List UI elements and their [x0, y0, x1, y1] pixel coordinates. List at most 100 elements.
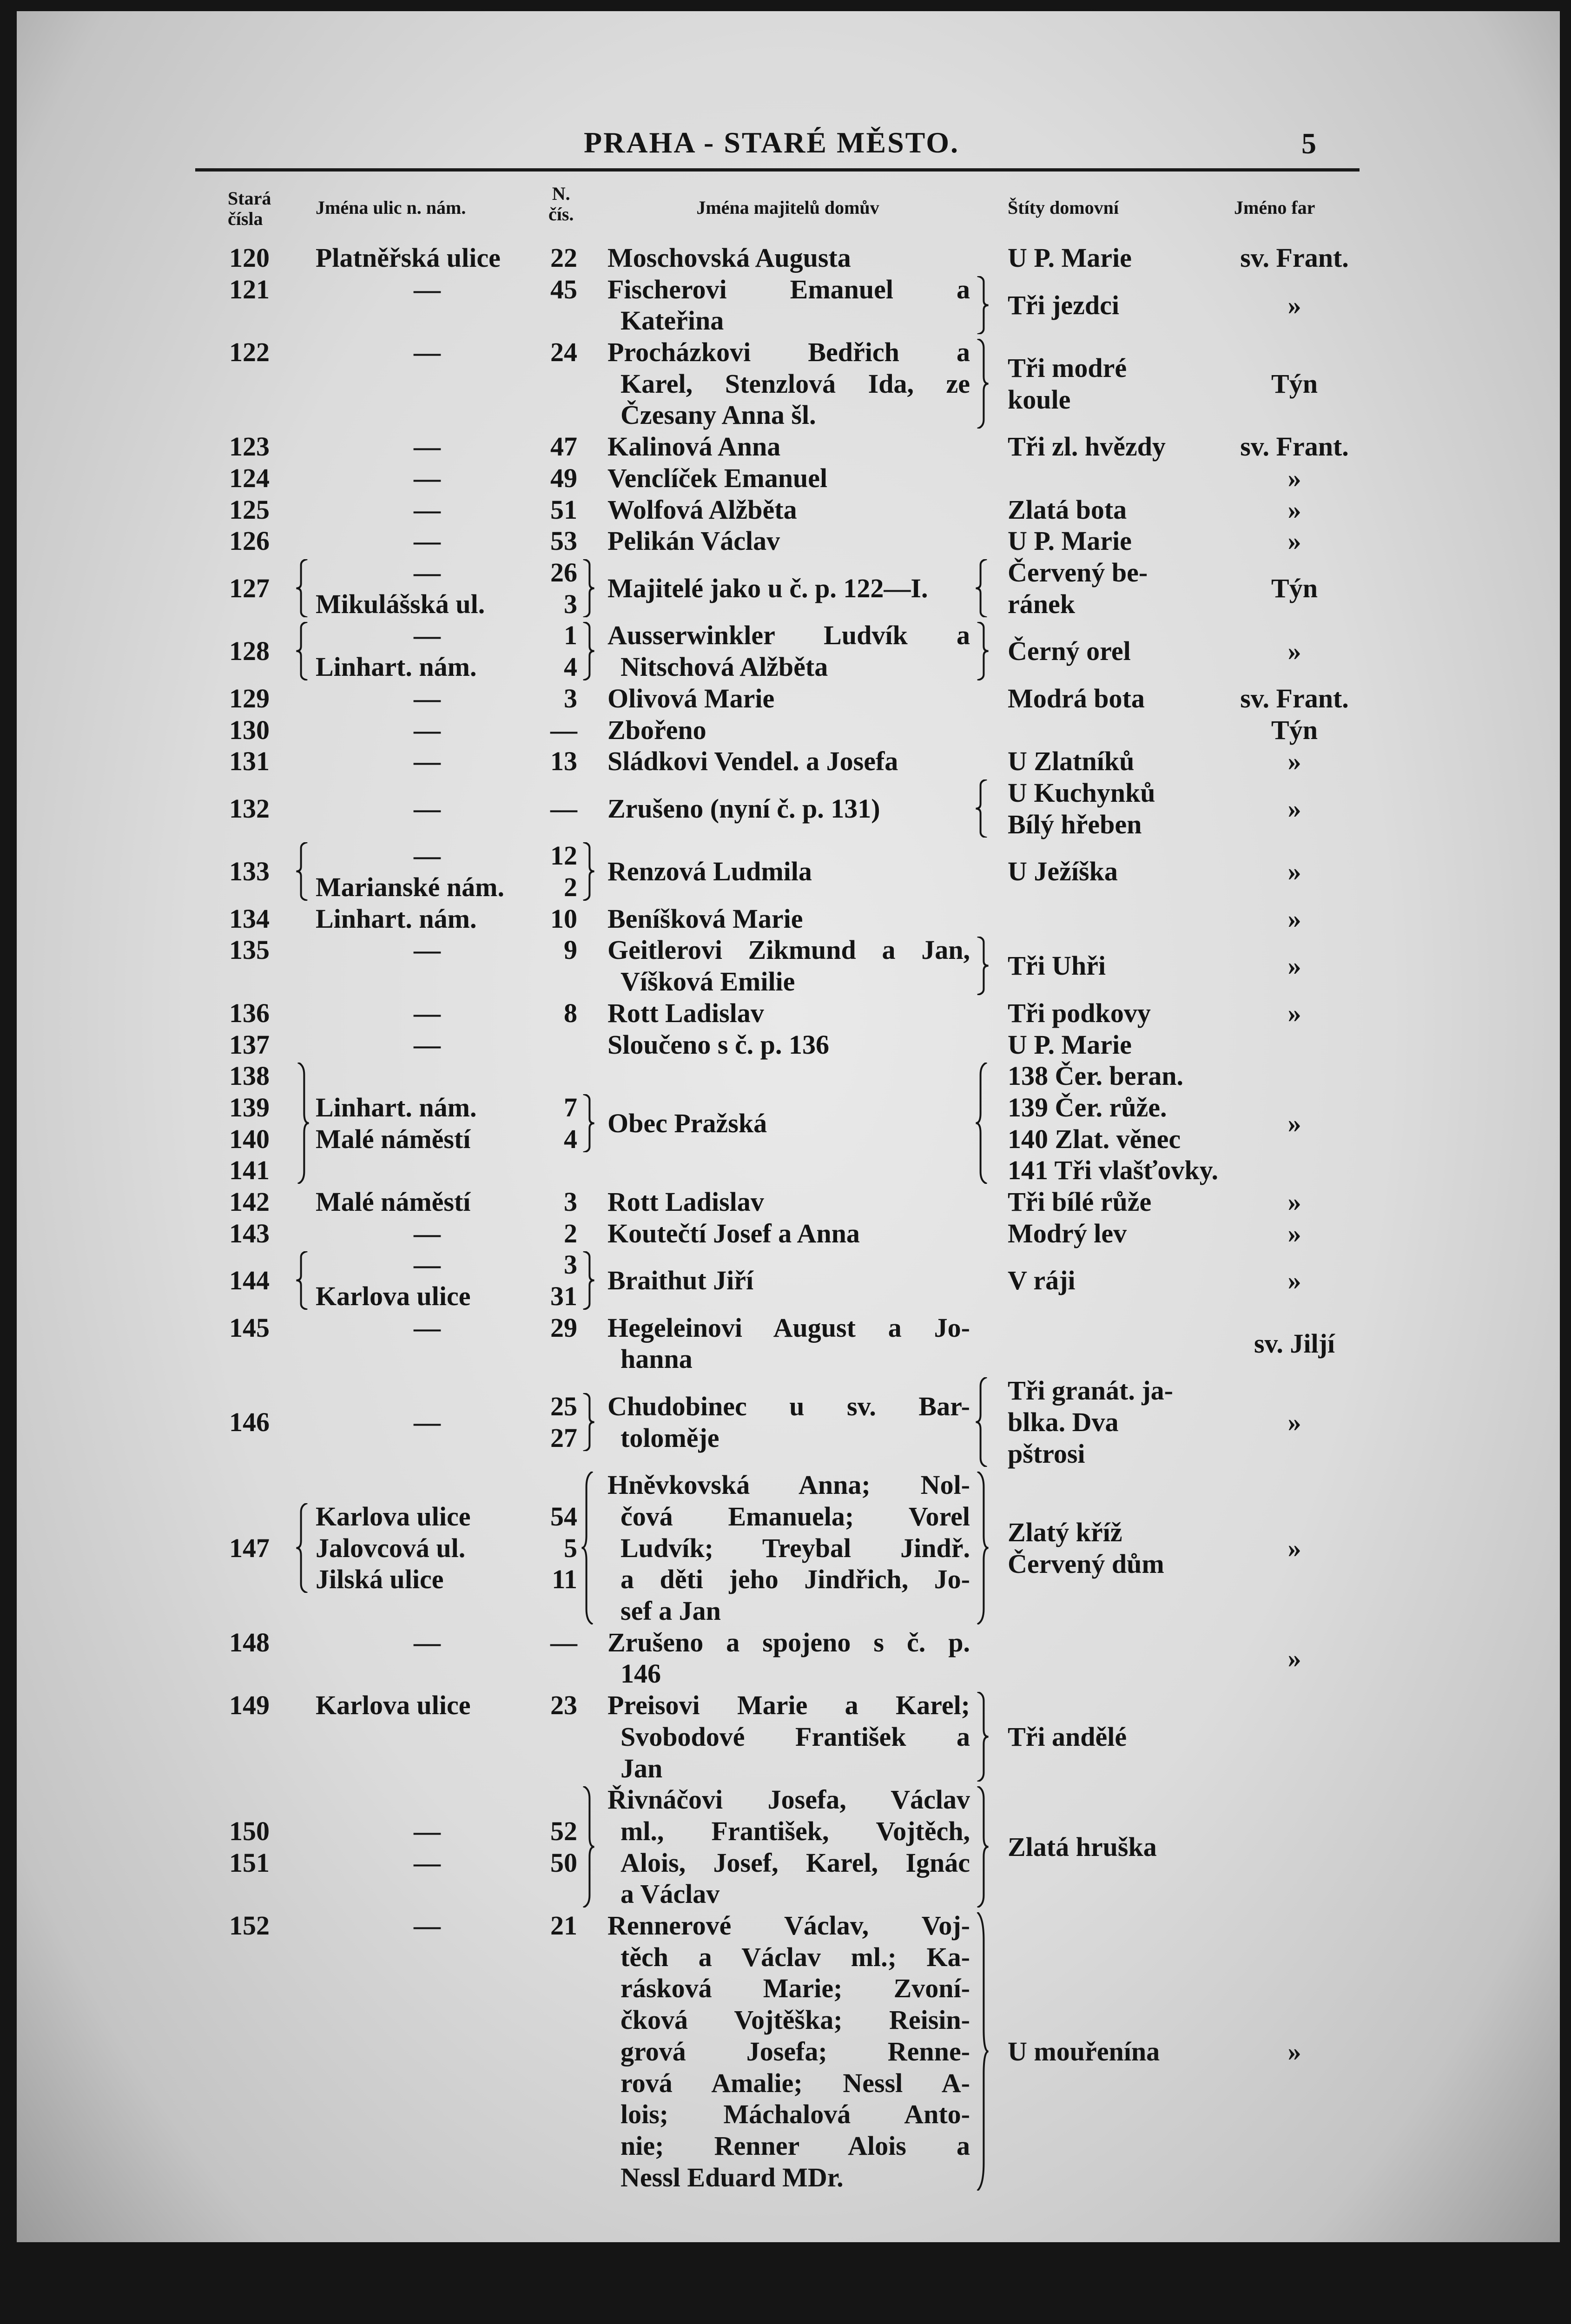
old-number-cell: 120	[229, 242, 294, 274]
old-number-line: 125	[229, 494, 270, 525]
parish-line: »	[1287, 856, 1301, 887]
house-sign-cell: V ráji	[1008, 1265, 1226, 1296]
new-number-line: 11	[552, 1564, 577, 1595]
table-row: 148 — — Zrušeno a spojeno s č. p. 146 »	[0, 1627, 1571, 1690]
house-sign-line: U Ježíška	[1008, 856, 1118, 887]
table-row: 125 — 51 Wolfová Alžběta Zlatá bota »	[0, 494, 1571, 526]
owner-line: Geitlerovi Zikmund a Jan,	[607, 935, 970, 965]
street-line: Karlova ulice	[316, 1690, 471, 1721]
right-brace	[974, 1692, 990, 1782]
street-cell: —	[316, 337, 539, 368]
house-sign-cell: Modrá bota	[1008, 683, 1226, 714]
old-number-cell: 146	[229, 1406, 294, 1438]
street-cell: — Linhart. nám.	[316, 620, 539, 682]
old-number-line: 133	[229, 856, 270, 887]
street-line: Karlova ulice	[316, 1281, 471, 1312]
house-sign-cell: Červený be-ránek	[1008, 557, 1226, 620]
new-number-cell: 12 2	[535, 840, 577, 903]
owner-cell: Ausserwinkler Ludvík a Nitschová Alžběta	[607, 620, 970, 682]
new-number-line: 50	[550, 1847, 577, 1878]
new-number-line: 3	[564, 588, 577, 619]
street-line: —	[414, 431, 441, 462]
owner-line: Majitelé jako u č. p. 122—I.	[607, 573, 928, 603]
old-number-line: 123	[229, 431, 270, 462]
street-line: —	[414, 793, 441, 824]
old-number-line: 147	[229, 1532, 270, 1563]
new-number-line: 10	[550, 903, 577, 934]
house-sign-cell: Tři Uhři	[1008, 950, 1226, 982]
column-header-old-line: čísla	[228, 208, 263, 229]
street-line: —	[414, 1249, 441, 1280]
old-number-line: 134	[229, 903, 270, 934]
table-row: 134 Linhart. nám. 10 Beníšková Marie »	[0, 903, 1571, 935]
house-sign-line: Tři modré	[1008, 352, 1127, 383]
left-brace	[974, 779, 990, 838]
new-number-line: 5	[564, 1532, 577, 1563]
house-sign-cell: Tři modré koule	[1008, 352, 1226, 415]
right-brace	[580, 622, 596, 680]
street-cell: —	[316, 997, 539, 1029]
new-number-line: 22	[550, 243, 577, 273]
house-sign-cell: U Zlatníků	[1008, 746, 1226, 777]
house-sign-line: pštrosi	[1008, 1438, 1085, 1469]
old-number-line: 152	[229, 1910, 270, 1941]
old-number-cell: 129	[229, 683, 294, 714]
right-brace	[974, 1472, 990, 1624]
owner-cell: Sládkovi Vendel. a Josefa	[607, 746, 970, 777]
new-number-cell: 25 27	[535, 1391, 577, 1453]
new-number-line: 3	[564, 1187, 577, 1217]
new-number-line: 4	[564, 1123, 577, 1154]
house-sign-cell: Zlatý kříž Červený dům	[1008, 1517, 1226, 1579]
owner-line: Rott Ladislav	[607, 997, 764, 1028]
table-row: 146 — 25 27 Chudobinec u sv. Bar-toloměje Tři…	[0, 1375, 1571, 1469]
right-brace	[974, 276, 990, 334]
new-number-line: 27	[550, 1422, 577, 1453]
house-sign-line: Tři Uhři	[1008, 951, 1106, 981]
street-line: —	[414, 683, 441, 713]
table-row: 132 — — Zrušeno (nyní č. p. 131) U Kuchynků B…	[0, 777, 1571, 840]
new-number-line: 21	[550, 1910, 577, 1941]
parish-line: »	[1287, 951, 1301, 981]
table-row: 120 Platněřská ulice 22 Moschovská Augusta U…	[0, 242, 1571, 274]
parish-line: »	[1287, 1643, 1301, 1673]
new-number-cell: —	[535, 793, 577, 825]
parish-cell: »	[1218, 1218, 1371, 1249]
right-brace	[974, 339, 990, 429]
new-number-line: 23	[550, 1690, 577, 1721]
street-line: —	[414, 620, 441, 651]
parish-cell: sv. Frant.	[1218, 683, 1371, 714]
street-line: Malé náměstí	[316, 1187, 471, 1217]
parish-cell: »	[1218, 290, 1371, 321]
street-line: —	[414, 274, 441, 304]
owner-line: a děti jeho Jindřich, Jo-	[620, 1564, 970, 1595]
street-line: Marianské nám.	[316, 872, 504, 902]
owner-cell: Moschovská Augusta	[607, 242, 970, 274]
new-number-line: —	[550, 793, 577, 824]
column-header-old-line: Stará	[228, 188, 271, 209]
table-row: 129 — 3 Olivová Marie Modrá bota sv. Frant.	[0, 683, 1571, 714]
owner-cell: Venclíček Emanuel	[607, 462, 970, 494]
parish-line: »	[1287, 526, 1301, 556]
house-sign-line: Tři bílé růže	[1008, 1187, 1152, 1217]
owner-cell: Řivnáčovi Josefa, Václav ml., František, …	[607, 1784, 970, 1910]
old-number-line: 128	[229, 636, 270, 667]
parish-line: sv. Frant.	[1240, 431, 1349, 462]
street-line: —	[414, 840, 441, 871]
street-cell: —	[316, 525, 539, 557]
table-row: 133— Marianské nám. 12 2 Renzová Ludmila U Je…	[0, 840, 1571, 903]
new-number-cell: —	[535, 714, 577, 746]
house-sign-cell: Tři andělé	[1008, 1721, 1226, 1753]
header-rule	[195, 168, 1360, 172]
house-sign-line: 141 Tři vlašťovky.	[1008, 1155, 1218, 1186]
house-sign-line: Modrý lev	[1008, 1218, 1127, 1248]
owner-line: Zbořeno	[607, 714, 706, 745]
old-number-cell: 131	[229, 746, 294, 777]
street-cell: Karlova ulice Jalovcová ul. Jilská ulice	[316, 1501, 539, 1595]
old-number-line: 138	[229, 1061, 270, 1091]
parish-line: »	[1287, 1265, 1301, 1296]
house-sign-line: Zlatá bota	[1008, 494, 1127, 525]
new-number-line: 4	[564, 652, 577, 682]
owner-line: Kateřina	[620, 305, 724, 336]
parish-line: »	[1287, 997, 1301, 1028]
document-page: PRAHA - STARÉ MĚSTO. 5 Stará čísla Jména…	[17, 11, 1560, 2242]
